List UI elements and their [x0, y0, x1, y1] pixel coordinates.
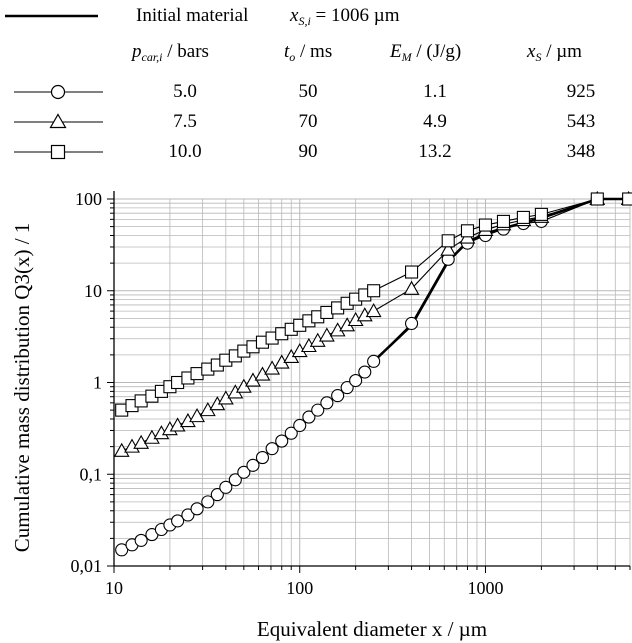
header-xs: xS / µm	[527, 41, 582, 64]
data-point-square	[516, 210, 530, 224]
row-circle-pressure: 5.0	[173, 81, 197, 102]
data-point-circle	[302, 410, 316, 424]
header-time: to / ms	[284, 41, 333, 64]
series-line	[372, 197, 629, 363]
data-point-triangle	[365, 302, 382, 318]
data-point-circle	[134, 533, 148, 547]
data-point-square	[460, 224, 475, 238]
data-point-circle	[311, 403, 325, 417]
header-energy: EM / (J/g)	[390, 41, 462, 64]
data-point-square	[590, 192, 604, 206]
data-point-circle	[284, 426, 298, 440]
data-point-square	[405, 265, 419, 279]
y-tick-label: 0,01	[71, 556, 103, 576]
data-point-circle	[237, 465, 251, 479]
x-tick-label: 1000	[467, 578, 503, 598]
y-tick-label: 100	[75, 189, 102, 209]
data-point-circle	[340, 381, 354, 395]
y-axis-label: Cumulative mass distribution Q3(x) / 1	[10, 223, 34, 553]
row-triangle-xs: 543	[566, 111, 596, 132]
legend-initial-label: Initial material	[136, 5, 249, 26]
data-point-triangle	[133, 434, 150, 449]
row-square-time: 90	[298, 141, 318, 162]
data-point-circle	[115, 543, 129, 557]
data-point-triangle	[440, 241, 457, 256]
y-tick-label: 10	[84, 281, 102, 301]
data-point-triangle	[113, 442, 130, 457]
data-point-circle	[293, 418, 307, 433]
x-tick-label: 10	[105, 578, 123, 598]
data-point-circle	[190, 502, 204, 516]
row-triangle-energy: 4.9	[423, 111, 447, 132]
legend-initial-xs: xS,i = 1006 µm	[290, 5, 400, 28]
y-tick-label: 0,1	[80, 464, 103, 484]
data-point-circle	[210, 488, 224, 502]
series-square	[115, 192, 632, 417]
data-point-circle	[201, 495, 215, 509]
row-square-xs: 348	[566, 141, 596, 162]
data-point-square	[367, 284, 381, 298]
legend-markers	[5, 14, 103, 160]
data-point-circle	[358, 365, 372, 379]
data-point-circle	[171, 514, 185, 528]
data-point-circle	[265, 442, 279, 456]
data-point-square	[134, 394, 148, 408]
row-square-energy: 13.2	[418, 141, 452, 162]
legend-table: Initial material xS,i = 1006 µm pcar,i /…	[0, 0, 632, 170]
data-point-triangle	[318, 327, 335, 342]
row-triangle-pressure: 7.5	[173, 111, 197, 132]
x-axis-label: Equivalent diameter x / µm	[257, 617, 487, 641]
data-point-triangle	[169, 417, 186, 432]
data-point-square	[190, 367, 204, 381]
data-point-square	[534, 207, 548, 221]
data-point-triangle	[403, 280, 420, 295]
row-square-pressure: 10.0	[168, 141, 202, 162]
legend-marker-square	[50, 144, 66, 160]
x-tick-label: 100	[286, 578, 313, 598]
legend-marker-circle	[50, 84, 66, 100]
y-tick-label: 1	[93, 373, 102, 393]
data-point-circle	[331, 389, 345, 403]
data-point-circle	[275, 434, 289, 448]
data-point-square	[320, 305, 334, 320]
legend-marker-triangle	[49, 113, 67, 129]
data-point-circle	[367, 354, 381, 368]
data-point-square	[496, 214, 511, 228]
data-point-circle	[228, 473, 242, 487]
data-point-square	[478, 218, 493, 232]
row-circle-xs: 925	[566, 81, 596, 102]
data-point-circle	[246, 458, 260, 472]
data-point-circle	[405, 316, 419, 331]
series-triangle	[113, 190, 632, 457]
series-initial-material	[372, 197, 629, 363]
data-point-square	[441, 234, 455, 248]
row-circle-time: 50	[298, 81, 318, 102]
row-circle-energy: 1.1	[423, 81, 447, 102]
row-triangle-time: 70	[298, 111, 318, 132]
data-point-circle	[320, 396, 334, 410]
data-point-circle	[181, 508, 195, 522]
data-point-circle	[349, 374, 363, 388]
header-pressure: pcar,i / bars	[132, 41, 209, 64]
data-point-circle	[255, 451, 270, 465]
data-point-square	[622, 192, 632, 206]
data-point-circle	[219, 480, 233, 494]
